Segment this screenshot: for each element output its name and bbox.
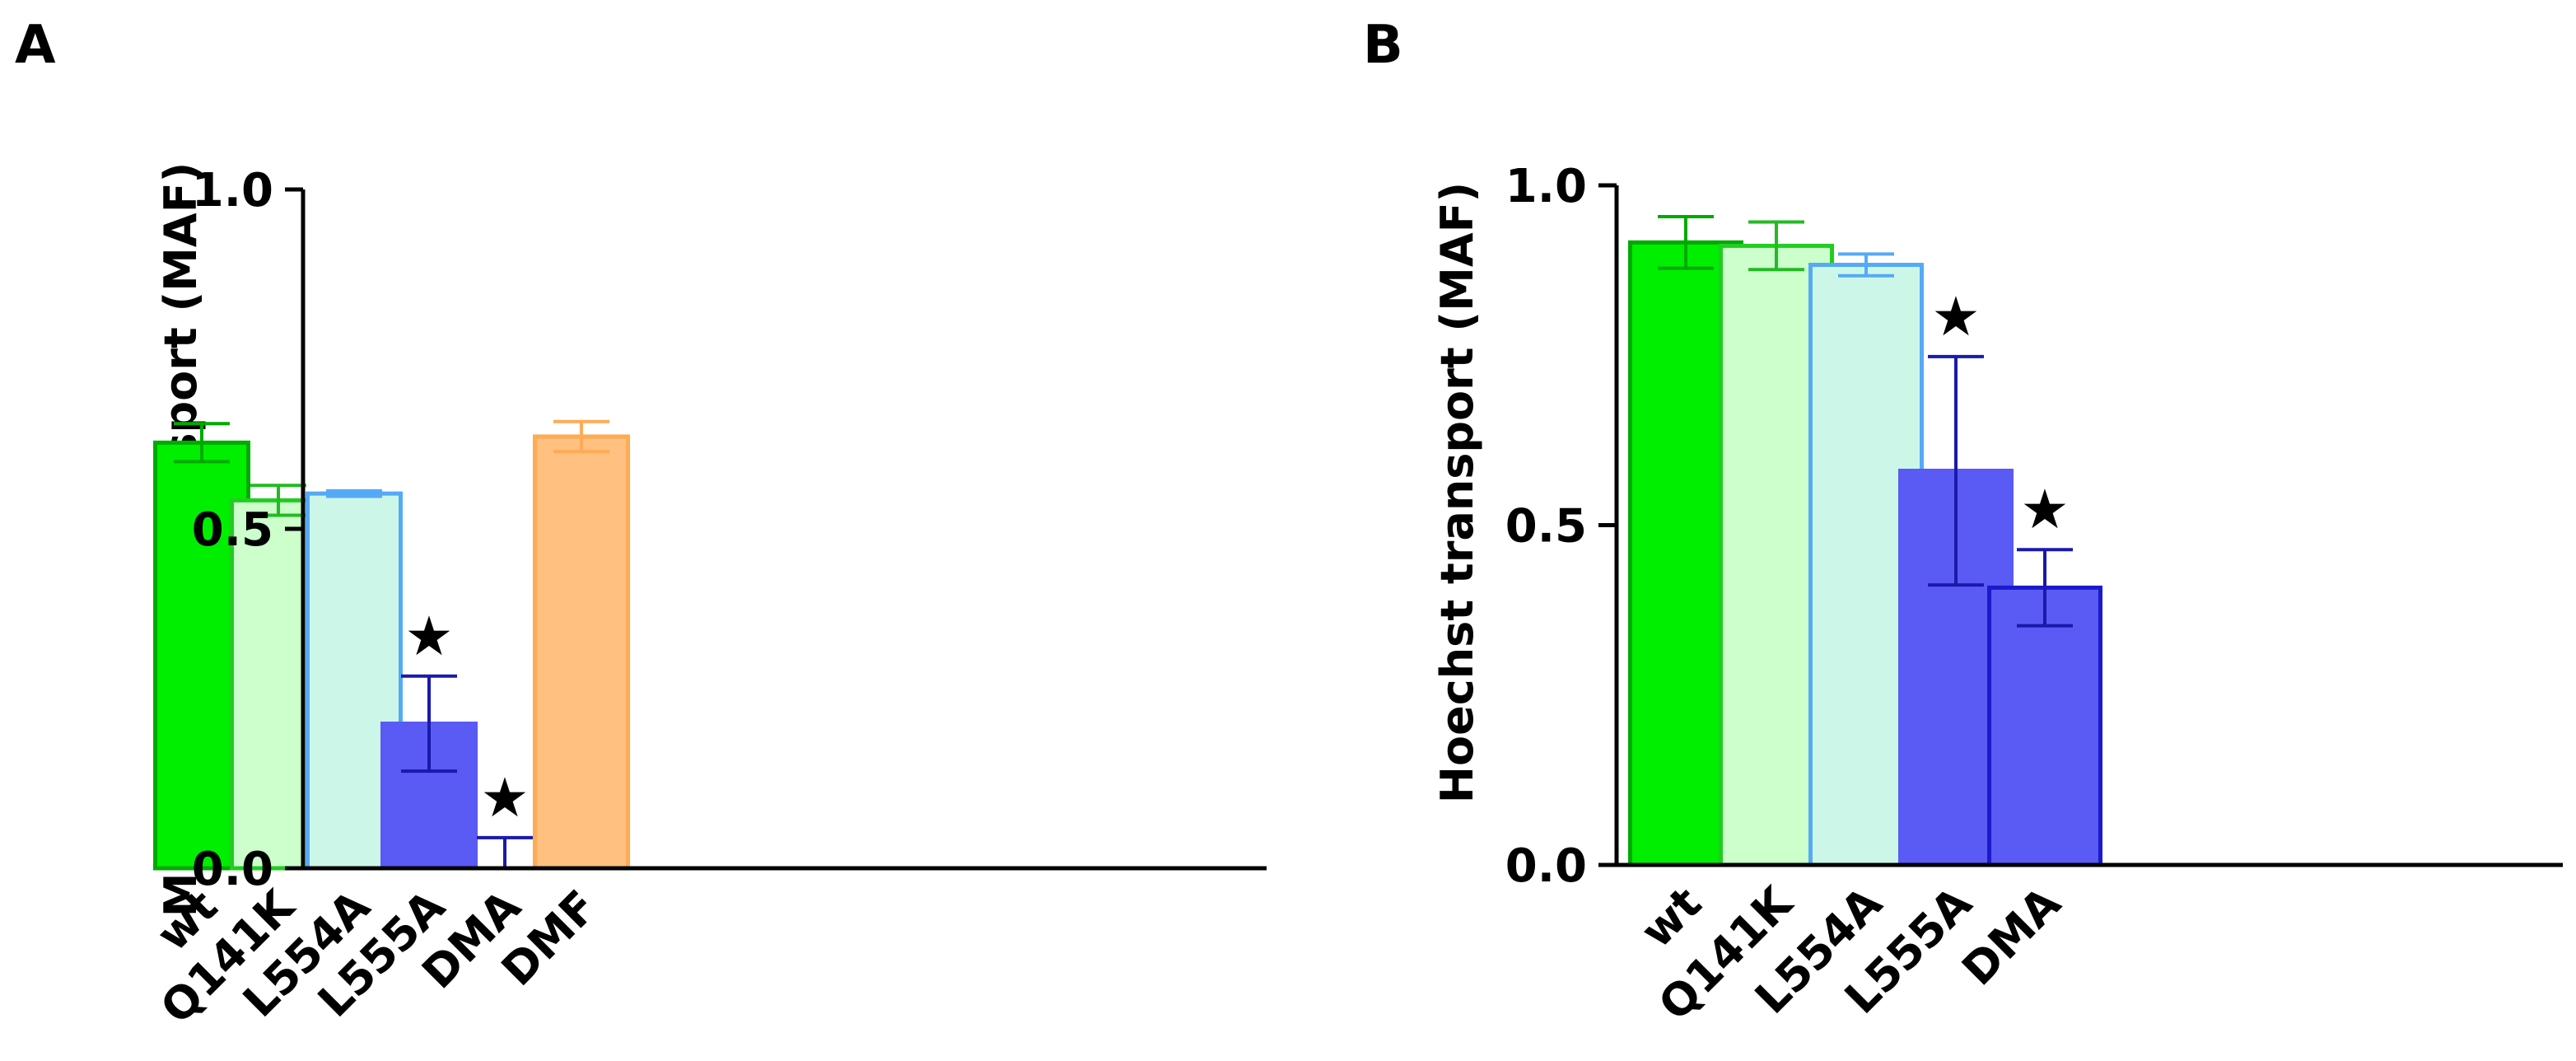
panel-a: A Mitoxantrone transport (MAF) ★★ 0.00.5…: [15, 15, 1267, 1034]
error-bar-l555a: [401, 674, 457, 774]
error-bar-l555a: [1928, 354, 1984, 587]
error-bar-wt: [1658, 214, 1714, 270]
error-bar-wt: [174, 422, 230, 464]
y-tick-label: 1.0: [1505, 160, 1587, 213]
significance-star: ★: [2020, 478, 2069, 541]
significance-star: ★: [480, 766, 529, 830]
panel-b: B Hoechst transport (MAF) ★★ 0.00.51.0 w…: [1363, 15, 2563, 1031]
bar-dmf: [533, 434, 630, 871]
y-tick-label: 0.5: [192, 503, 273, 557]
error-bar-dma: [2017, 548, 2073, 628]
error-bar-l554a: [1838, 252, 1894, 278]
error-bar-dmf: [553, 419, 609, 454]
significance-star: ★: [404, 605, 453, 668]
panel-label-b: B: [1363, 15, 1403, 76]
panel-label-a: A: [15, 15, 56, 76]
error-bar-q141k: [1748, 220, 1804, 272]
error-bar-q141k: [250, 484, 306, 517]
y-tick-label: 1.0: [192, 164, 273, 217]
error-bar-dma: [477, 835, 533, 868]
y-tick-label: 0.5: [1505, 500, 1587, 554]
significance-star: ★: [1931, 285, 1980, 348]
y-tick-label: 0.0: [192, 843, 273, 896]
y-tick-label: 0.0: [1505, 839, 1587, 893]
category-label-dma: DMA: [1952, 877, 2070, 996]
error-bar-l554a: [326, 488, 382, 498]
bar-dma: [1987, 585, 2102, 867]
y-axis-label-b: Hoechst transport (MAF): [1431, 182, 1483, 803]
